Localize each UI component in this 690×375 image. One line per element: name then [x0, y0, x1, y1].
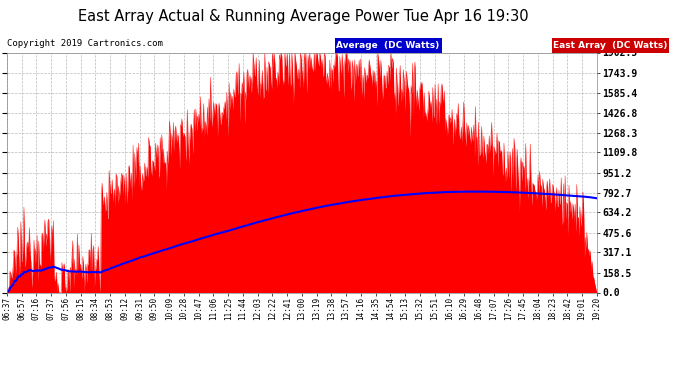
- Text: Average  (DC Watts): Average (DC Watts): [336, 41, 440, 50]
- Text: East Array  (DC Watts): East Array (DC Watts): [553, 41, 668, 50]
- Text: East Array Actual & Running Average Power Tue Apr 16 19:30: East Array Actual & Running Average Powe…: [78, 9, 529, 24]
- Text: Copyright 2019 Cartronics.com: Copyright 2019 Cartronics.com: [7, 39, 163, 48]
